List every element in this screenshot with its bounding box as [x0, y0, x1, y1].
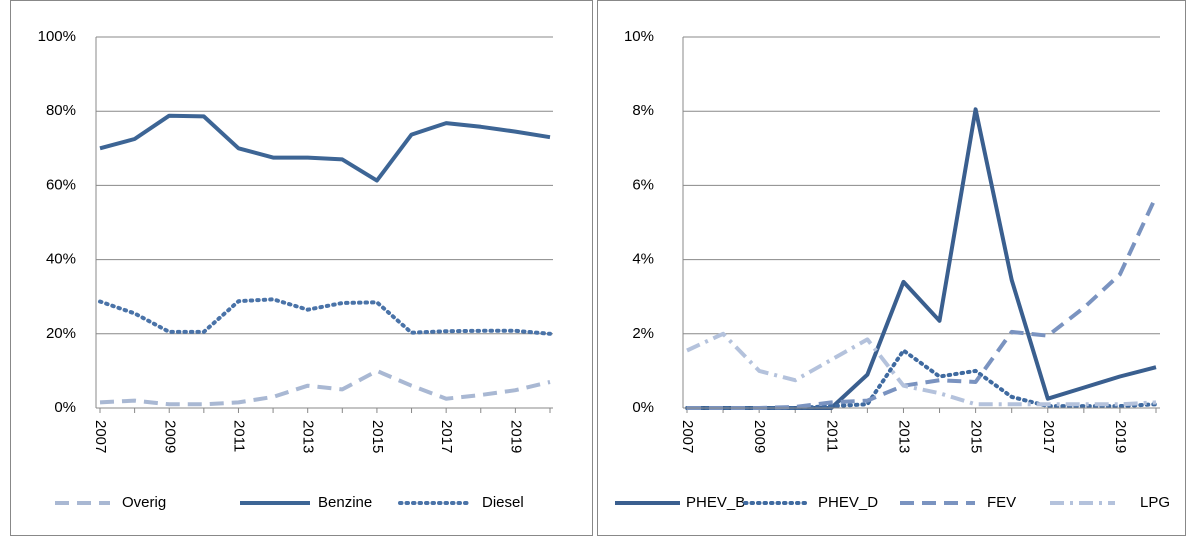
- legend-label: Diesel: [482, 494, 524, 511]
- y-tick-label: 20%: [46, 325, 76, 342]
- y-tick-label: 4%: [632, 251, 654, 268]
- x-tick-label: 2011: [230, 420, 247, 452]
- x-tick-label: 2019: [507, 420, 524, 453]
- series-line: [98, 297, 552, 336]
- x-tick-label: 2009: [161, 420, 178, 453]
- y-tick-label: 80%: [46, 102, 76, 119]
- series-line: [685, 348, 1158, 410]
- y-tick-label: 0%: [54, 399, 76, 416]
- legend-label: Benzine: [318, 494, 372, 511]
- panel-border: [597, 0, 1186, 536]
- y-tick-label: 2%: [632, 325, 654, 342]
- x-tick-label: 2017: [1040, 420, 1057, 453]
- x-tick-label: 2015: [369, 420, 386, 453]
- y-tick-label: 0%: [632, 399, 654, 416]
- x-tick-label: 2019: [1112, 420, 1129, 453]
- x-tick-label: 2015: [968, 420, 985, 453]
- x-tick-label: 2013: [895, 420, 912, 453]
- series-line: [99, 113, 551, 183]
- x-tick-label: 2007: [92, 420, 109, 453]
- x-tick-label: 2011: [823, 420, 840, 452]
- legend-label: PHEV_D: [818, 494, 878, 511]
- series-line: [99, 368, 551, 407]
- x-tick-label: 2009: [751, 420, 768, 453]
- legend-label: Overig: [122, 494, 166, 511]
- x-tick-label: 2017: [438, 420, 455, 453]
- y-tick-label: 10%: [624, 28, 654, 45]
- x-tick-label: 2013: [300, 420, 317, 453]
- y-tick-label: 8%: [632, 102, 654, 119]
- y-tick-label: 40%: [46, 251, 76, 268]
- y-tick-label: 6%: [632, 176, 654, 193]
- series-line: [686, 331, 1157, 407]
- y-tick-label: 60%: [46, 176, 76, 193]
- x-tick-label: 2007: [679, 420, 696, 453]
- legend-label: LPG: [1140, 494, 1170, 511]
- legend-label: FEV: [987, 494, 1016, 511]
- y-tick-label: 100%: [38, 28, 76, 45]
- legend-label: PHEV_B: [686, 494, 745, 511]
- panel-border: [10, 0, 593, 536]
